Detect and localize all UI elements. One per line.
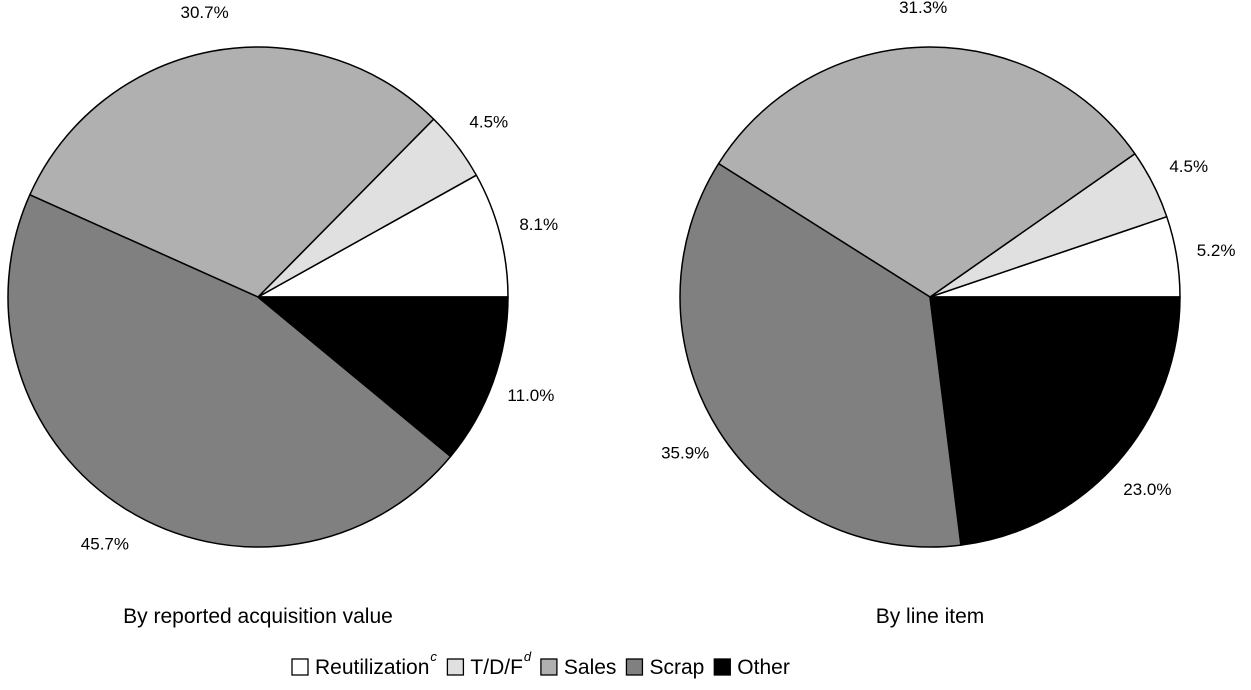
legend-swatch-other <box>713 658 731 676</box>
legend-swatch-t-d-f <box>446 658 465 676</box>
legend-label-sales: Sales <box>564 656 617 679</box>
legend-label-reutilization: Reutilization <box>315 656 429 679</box>
slice-value-label-reutilization: 8.1% <box>519 215 558 234</box>
pie-slice-scrap <box>679 162 962 548</box>
pie-title-acquisition-value: By reported acquisition value <box>123 605 393 628</box>
pie-by-acquisition-value: 8.1% 4.5% 30.7% 45.7% 11.0% <box>7 3 558 553</box>
legend-swatch-scrap <box>625 658 644 676</box>
legend-footnote-t-d-f: d <box>524 649 532 664</box>
pie-slice-sales <box>29 46 435 298</box>
legend: Reutilization c T/D/F d Sales Scrap Other <box>291 649 790 679</box>
legend-swatch-reutilization <box>291 658 309 676</box>
slice-value-label-sales: 31.3% <box>899 0 947 17</box>
slice-value-label-t-d-f: 4.5% <box>1169 157 1208 176</box>
slice-value-label-sales: 30.7% <box>180 3 228 22</box>
slice-value-label-scrap: 35.9% <box>661 444 709 463</box>
legend-label-other: Other <box>737 656 790 679</box>
legend-label-t-d-f: T/D/F <box>470 656 523 679</box>
slice-value-label-other: 11.0% <box>507 386 554 405</box>
slice-value-label-scrap: 45.7% <box>81 534 129 553</box>
pie-slice-reutilization <box>257 174 509 298</box>
slice-value-label-other: 23.0% <box>1123 480 1171 499</box>
legend-label-scrap: Scrap <box>649 656 704 679</box>
legend-footnote-reutilization: c <box>430 649 437 664</box>
pie-slice-other <box>257 296 509 458</box>
pie-title-line-item: By line item <box>876 605 985 628</box>
pie-slice-sales <box>717 46 1136 298</box>
legend-swatch-sales <box>540 658 558 676</box>
slice-value-label-reutilization: 5.2% <box>1197 241 1236 260</box>
pie-slice-scrap <box>7 194 452 548</box>
slice-value-label-t-d-f: 4.5% <box>469 112 508 131</box>
pie-by-line-item: 5.2% 4.5% 31.3% 35.9% 23.0% <box>661 0 1236 548</box>
pie-slice-other <box>929 296 1181 546</box>
